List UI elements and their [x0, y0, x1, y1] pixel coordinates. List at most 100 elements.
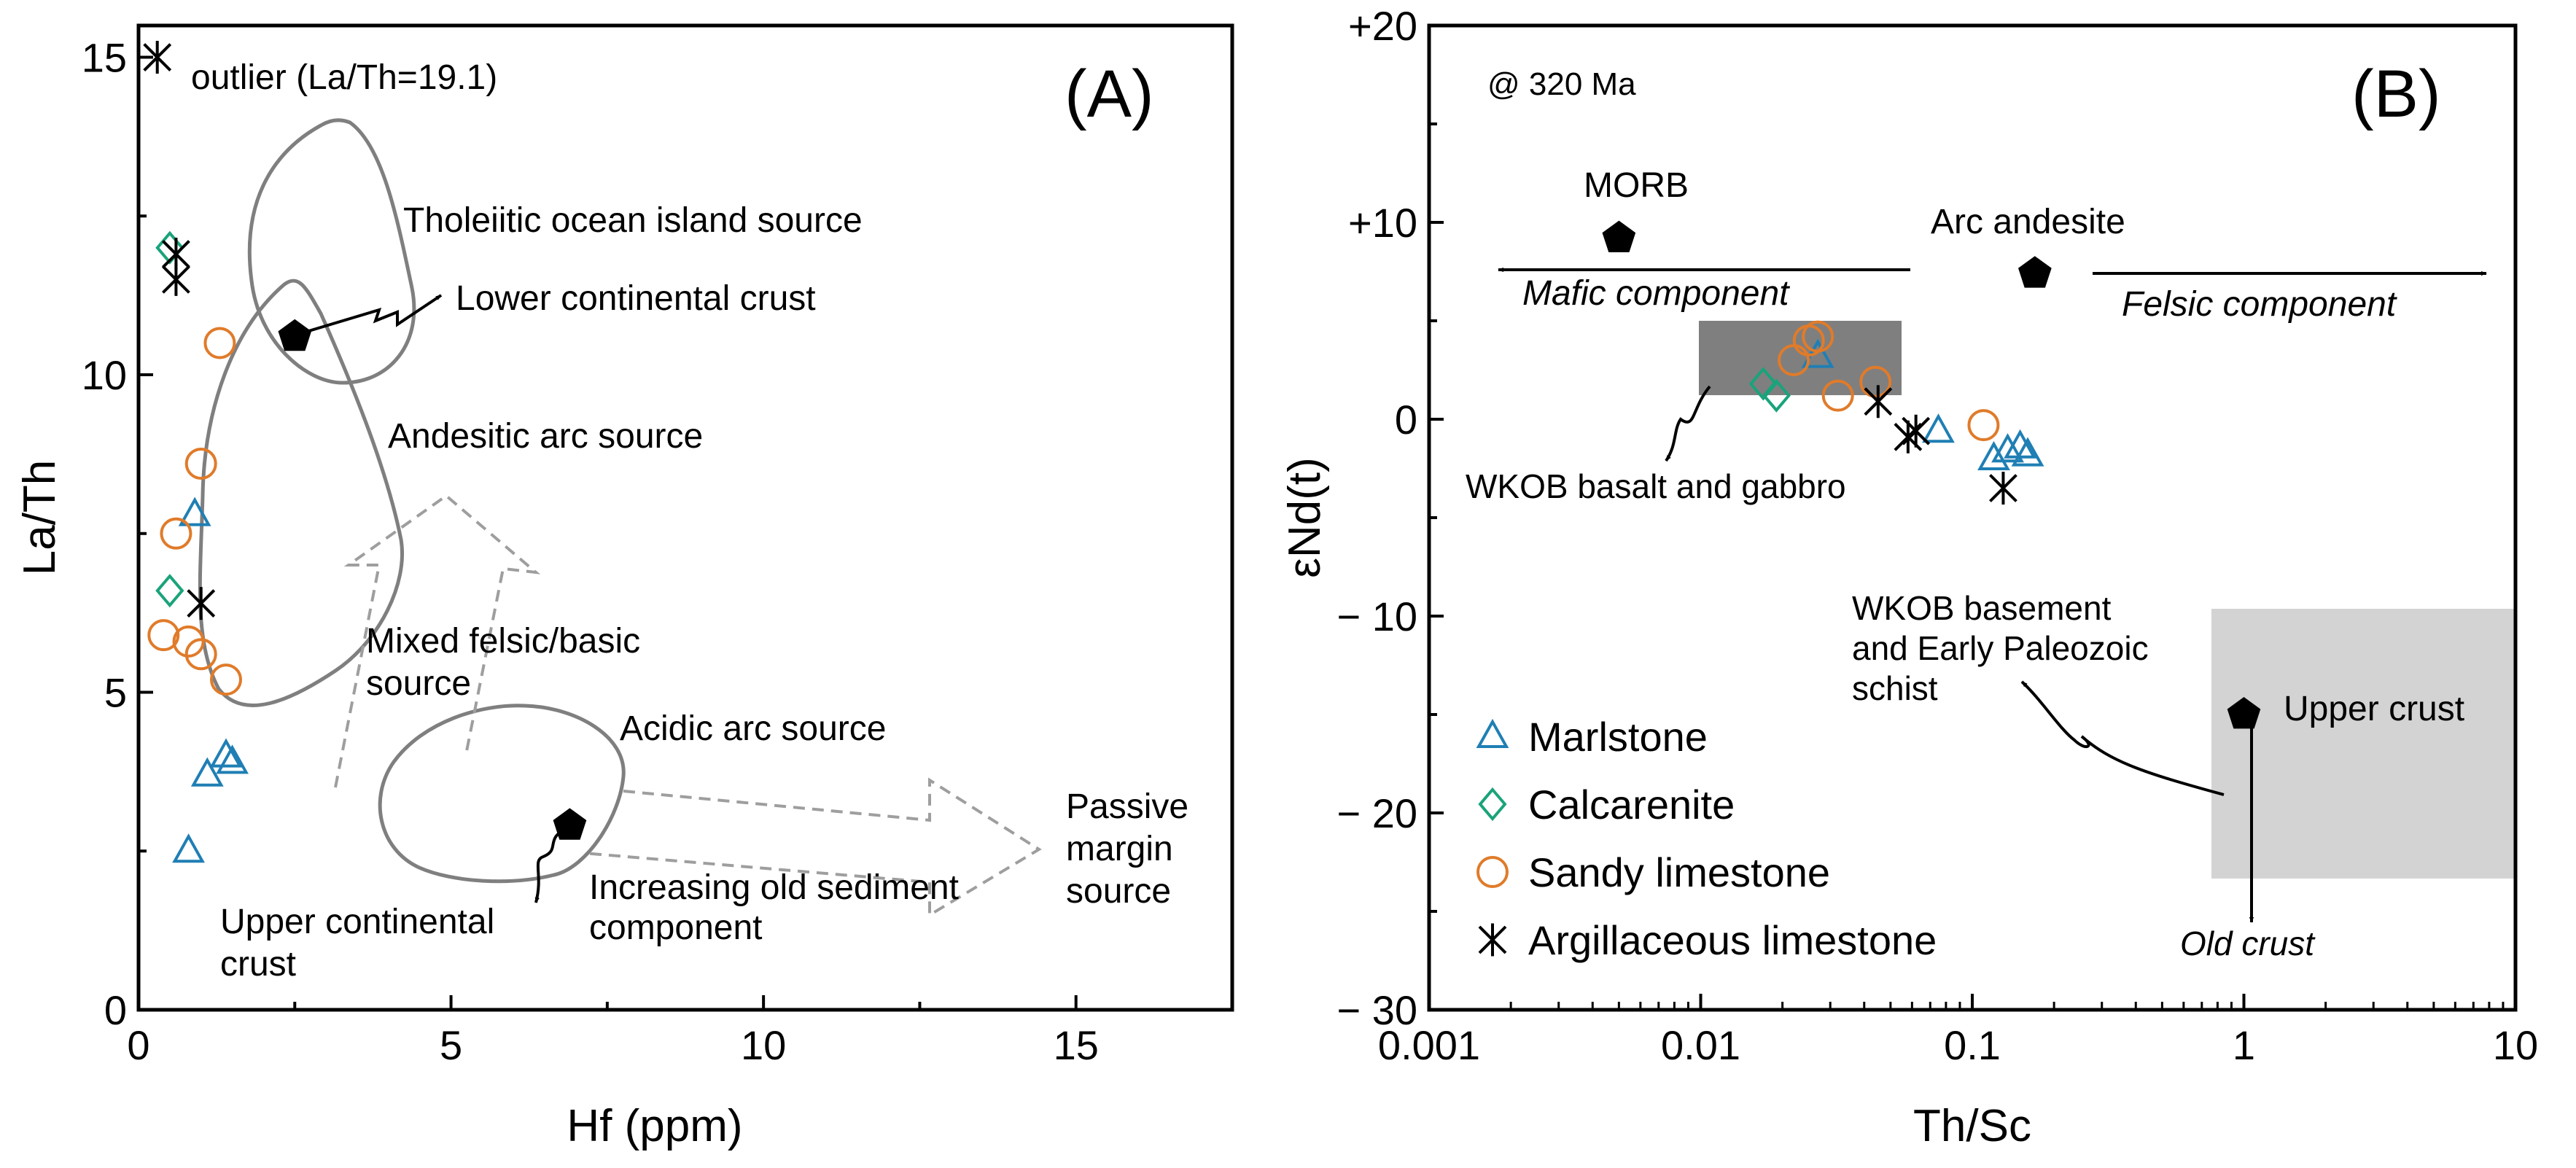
legend-symbol-calcarenite	[1478, 787, 1507, 822]
a-point-argillaceous	[162, 262, 190, 296]
old-sediment-line1: Increasing old sediment	[589, 868, 959, 907]
arc-andesite-label: Arc andesite	[1931, 203, 2125, 241]
a-point-marlstone	[178, 497, 211, 526]
panel-a-ylabel: La/Th	[15, 460, 65, 576]
b-point-sandy	[1821, 379, 1854, 412]
b-x-tick-label: 0.001	[1378, 1022, 1480, 1068]
b-x-tick-label: 0.01	[1661, 1022, 1740, 1068]
a-point-sandy	[210, 663, 242, 696]
andesitic-field	[198, 279, 404, 707]
b-point-sandy	[1859, 365, 1892, 398]
a-y-tick-label: 10	[82, 352, 127, 398]
a-point-sandy	[184, 447, 217, 480]
legend-label-sandy: Sandy limestone	[1528, 849, 1830, 895]
b-point-argillaceous	[1864, 385, 1893, 418]
b-reference-pentagon	[2018, 256, 2052, 288]
panel-b: 0.001 0.01 0.1 1 10 +20 +10 0 − 10 − 20 − 30 (B) @…	[1280, 3, 2538, 1151]
b-point-marlstone	[2004, 429, 2037, 459]
a-point-sandy	[160, 517, 192, 550]
toi-field	[247, 118, 416, 385]
old-sediment-label: Increasing old sediment component	[589, 868, 968, 947]
b-y-tick-label: +10	[1348, 200, 1417, 246]
a-x-tick-label: 10	[741, 1022, 786, 1068]
a-point-calcarenite	[155, 574, 184, 608]
b-x-tick-label: 1	[2233, 1022, 2255, 1068]
a-y-tick-label: 15	[82, 35, 127, 81]
b-reference-pentagon	[1602, 220, 1636, 252]
legend-label-calcarenite: Calcarenite	[1528, 782, 1735, 828]
a-point-sandy	[147, 619, 180, 652]
acidic-field	[378, 704, 626, 884]
a-y-tick-label: 0	[104, 987, 127, 1033]
panel-b-label: (B)	[2351, 57, 2441, 131]
panel-b-ylabel: εNd(t)	[1280, 457, 1330, 577]
legend-symbol-argillaceous	[1478, 923, 1507, 957]
panel-a-xlabel: Hf (ppm)	[567, 1101, 742, 1151]
wkob-basalt-label: WKOB basalt and gabbro	[1466, 467, 1846, 505]
b-point-marlstone	[1922, 413, 1955, 443]
a-point-sandy	[172, 625, 205, 658]
wkob-basalt-box	[1699, 321, 1902, 395]
b-point-sandy	[1967, 409, 2000, 442]
b-point-calcarenite	[1762, 378, 1791, 413]
ucc-label-line1: Upper continental	[220, 903, 494, 941]
a-point-sandy	[203, 327, 236, 359]
age-note: @ 320 Ma	[1487, 66, 1636, 102]
basement-label-1: WKOB basement	[1852, 589, 2112, 627]
lcc-label: Lower continental crust	[456, 279, 816, 318]
morb-label: MORB	[1584, 166, 1689, 205]
legend: Marlstone Calcarenite Sandy limestone Argil…	[1476, 714, 1937, 963]
basement-label-2: and Early Paleozoic	[1852, 629, 2149, 667]
a-x-tick-label: 15	[1054, 1022, 1099, 1068]
passive-label-line3: source	[1066, 872, 1171, 911]
outlier-note: outlier (La/Th=19.1)	[191, 58, 497, 97]
b-x-tick-label: 10	[2493, 1022, 2538, 1068]
felsic-label: Felsic component	[2122, 285, 2397, 324]
b-y-tick-label: +20	[1348, 3, 1417, 49]
panel-a-label: (A)	[1065, 57, 1154, 131]
panel-a-plot: 0 5 10 15 0 5 10 15	[82, 35, 1099, 1068]
upper-crust-label: Upper crust	[2284, 690, 2464, 728]
legend-symbol-marlstone	[1476, 718, 1509, 748]
a-x-tick-label: 5	[440, 1022, 462, 1068]
lcc-arrow	[306, 294, 443, 333]
b-point-sandy	[1802, 320, 1834, 353]
panel-b-plot: 0.001 0.01 0.1 1 10 +20 +10 0 − 10 − 20 − 30	[1336, 3, 2538, 1068]
basement-arrow	[2020, 680, 2225, 796]
a-reference-pentagon	[553, 808, 587, 840]
panel-b-xlabel: Th/Sc	[1913, 1101, 2031, 1151]
old-sediment-arrow	[583, 777, 1042, 918]
ucc-arrow	[534, 826, 569, 903]
a-point-sandy	[184, 638, 217, 671]
a-point-marlstone	[209, 738, 243, 768]
b-y-tick-label: − 20	[1336, 790, 1417, 836]
a-reference-pentagon	[278, 319, 312, 351]
mixed-label-line2: source	[366, 664, 471, 703]
passive-label: Passive margin source	[1066, 787, 1198, 911]
andesitic-label: Andesitic arc source	[388, 417, 703, 456]
a-y-tick-label: 5	[104, 670, 127, 716]
mafic-label: Mafic component	[1522, 274, 1790, 313]
acidic-label: Acidic arc source	[620, 709, 886, 748]
a-point-marlstone	[190, 757, 224, 787]
b-point-marlstone	[1977, 440, 2010, 470]
old-sediment-line2: component	[589, 908, 763, 947]
toi-label: Tholeiitic ocean island source	[403, 201, 863, 240]
ucc-label: Upper continental crust	[220, 903, 505, 984]
a-x-tick-label: 0	[127, 1022, 149, 1068]
wkob-basalt-arrow	[1665, 385, 1711, 462]
upper-crust-box	[2211, 609, 2516, 879]
b-point-argillaceous	[1989, 472, 2017, 505]
mixed-label: Mixed felsic/basic source	[366, 622, 650, 703]
old-crust-label: Old crust	[2180, 924, 2316, 962]
passive-label-line2: margin	[1066, 830, 1173, 868]
legend-symbol-sandy	[1476, 856, 1509, 888]
b-point-marlstone	[1991, 433, 2024, 463]
panel-a: 0 5 10 15 0 5 10 15 (A) outlier (La/Th=19.1) Th…	[15, 23, 1234, 1151]
b-x-tick-label: 0.1	[1944, 1022, 2001, 1068]
legend-label-marlstone: Marlstone	[1528, 714, 1708, 760]
panel-a-frame	[136, 23, 1234, 1012]
b-y-tick-label: − 10	[1336, 593, 1417, 639]
legend-label-argillaceous: Argillaceous limestone	[1528, 917, 1937, 963]
